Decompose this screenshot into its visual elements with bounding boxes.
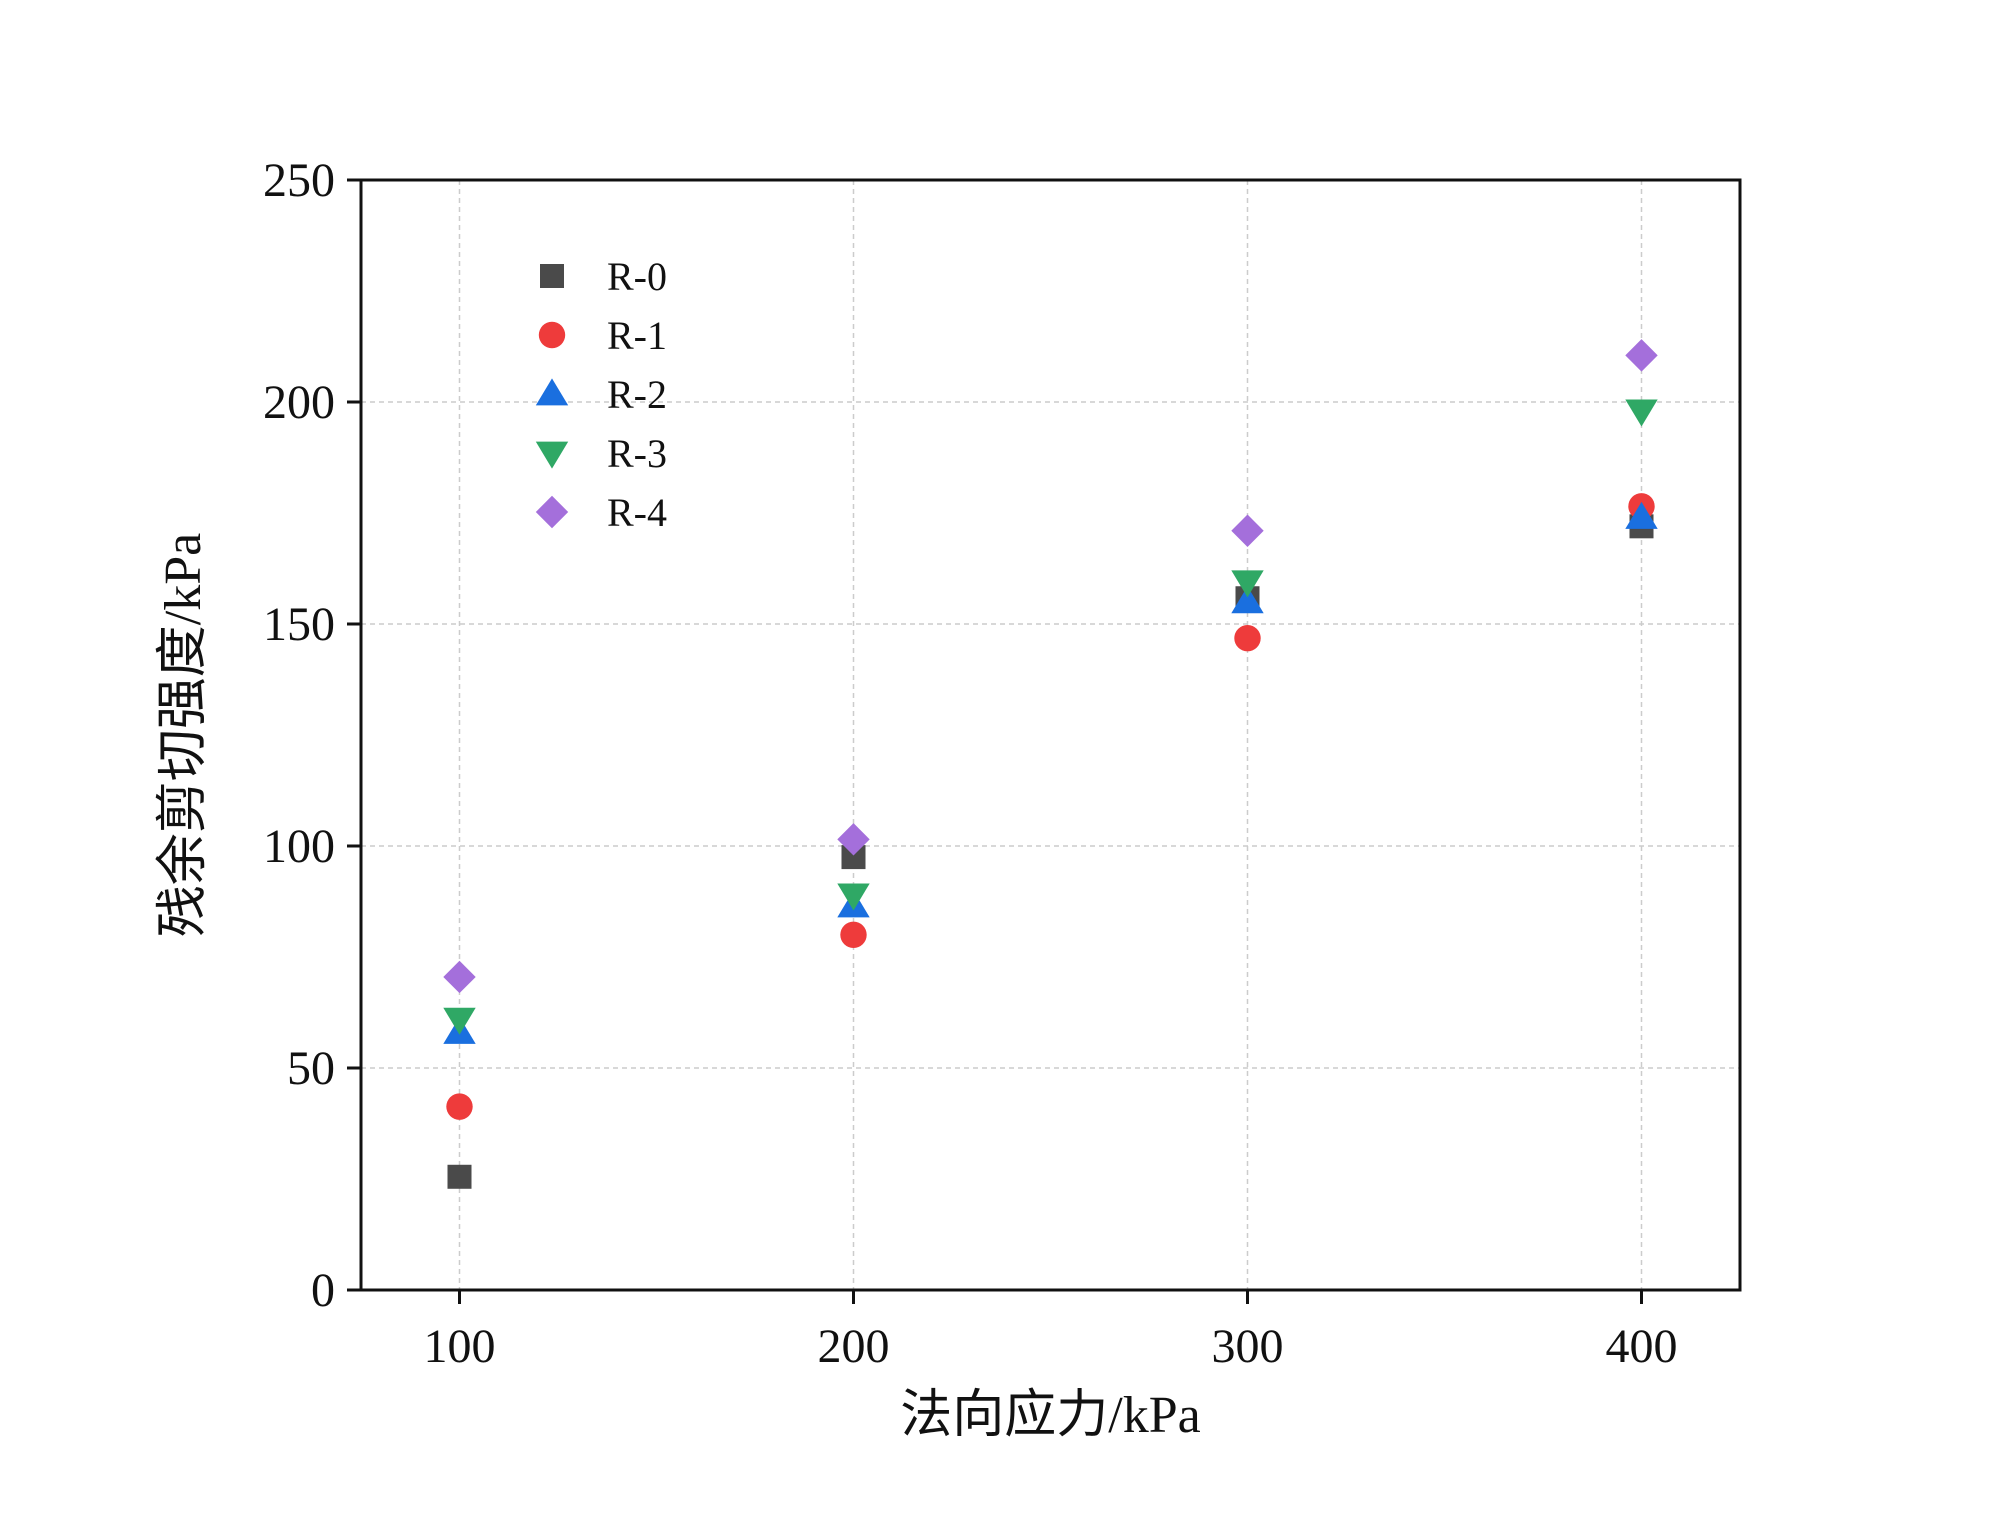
legend-label: R-4 (607, 490, 667, 535)
data-point (1625, 501, 1658, 529)
data-point (837, 823, 870, 856)
y-axis-title: 残余剪切强度/kPa (155, 533, 212, 937)
legend-marker (540, 264, 564, 288)
legend-item: R-0 (540, 254, 667, 299)
x-tick-label: 400 (1606, 1320, 1678, 1373)
data-point (837, 883, 870, 911)
data-point (443, 960, 476, 994)
data-point (1234, 625, 1261, 652)
series-R-3 (443, 399, 1658, 1035)
legend-marker (535, 441, 569, 469)
legend-item: R-3 (535, 431, 667, 476)
legend-item: R-2 (535, 372, 667, 417)
x-axis-title: 法向应力/kPa (900, 1387, 1200, 1444)
series-R-0 (447, 514, 1654, 1189)
data-point (1625, 399, 1658, 427)
series-R-1 (446, 493, 1655, 1120)
legend-label: R-1 (607, 313, 667, 358)
y-tick-label: 50 (287, 1042, 335, 1095)
data-point (443, 1007, 476, 1035)
data-point (1625, 339, 1658, 372)
y-tick-label: 200 (263, 376, 335, 429)
y-tick-label: 250 (263, 154, 335, 207)
series-R-4 (443, 339, 1658, 994)
legend-marker (538, 321, 566, 349)
plot-frame (359, 178, 1742, 1292)
data-point (1231, 586, 1264, 614)
x-tick-label: 200 (818, 1320, 890, 1373)
data-point (840, 921, 867, 948)
axis-ticks: 100 200 300 400 0 50 100 150 200 250 (263, 154, 1678, 1373)
legend-marker (535, 495, 569, 529)
y-tick-label: 0 (311, 1264, 335, 1317)
legend-label: R-3 (607, 431, 667, 476)
grid (361, 180, 1740, 1290)
data-point (1231, 570, 1264, 598)
data-series (443, 339, 1658, 1189)
legend-label: R-2 (607, 372, 667, 417)
y-tick-label: 150 (263, 598, 335, 651)
x-tick-label: 300 (1212, 1320, 1284, 1373)
y-tick-label: 100 (263, 820, 335, 873)
data-point (1231, 514, 1264, 547)
legend-marker (535, 378, 569, 406)
legend-item: R-1 (538, 313, 667, 358)
data-point (447, 1164, 472, 1189)
data-point (446, 1093, 473, 1120)
series-R-2 (443, 501, 1658, 1044)
legend-item: R-4 (535, 490, 667, 535)
legend: R-0 R-1 R-2 R-3 R-4 (535, 254, 667, 535)
legend-label: R-0 (607, 254, 667, 299)
x-tick-label: 100 (424, 1320, 496, 1373)
